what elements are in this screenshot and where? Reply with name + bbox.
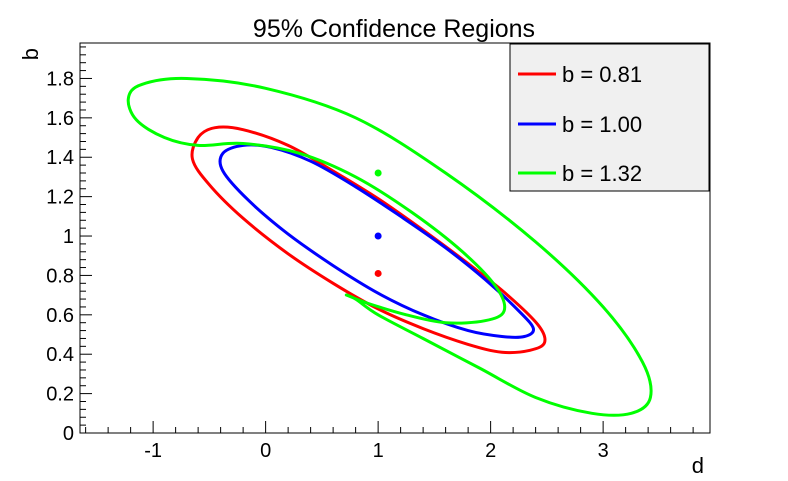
contour-curves bbox=[126, 76, 653, 417]
y-tick-label: 1.8 bbox=[46, 68, 74, 90]
y-tick-label: 1.6 bbox=[46, 108, 74, 130]
contour-series-2 bbox=[218, 143, 535, 339]
x-axis-label: d bbox=[692, 453, 704, 478]
x-tick-label: 3 bbox=[598, 440, 609, 462]
y-tick-label: 0.2 bbox=[46, 384, 74, 406]
contour-series-1 bbox=[190, 125, 547, 355]
legend: b = 0.81 b = 1.00 b = 1.32 bbox=[509, 43, 710, 192]
y-tick-label: 1 bbox=[63, 226, 74, 248]
y-tick-label: 0.8 bbox=[46, 265, 74, 287]
x-tick-label: 0 bbox=[260, 440, 271, 462]
plot-frame bbox=[79, 42, 711, 434]
legend-label-3: b = 1.32 bbox=[562, 161, 642, 186]
axis-ticks: -1 0 1 2 3 0 0.2 0.4 0.6 0.8 1 1.2 1.4 1.6 1.8 bbox=[46, 46, 694, 462]
best-fit-point-3 bbox=[374, 169, 382, 177]
x-tick-label: -1 bbox=[144, 440, 162, 462]
best-fit-point-2 bbox=[374, 232, 382, 240]
y-tick-label: 0 bbox=[63, 423, 74, 445]
chart-title: 95% Confidence Regions bbox=[253, 15, 535, 43]
legend-label-2: b = 1.00 bbox=[562, 112, 642, 137]
y-tick-label: 0.6 bbox=[46, 305, 74, 327]
legend-label-1: b = 0.81 bbox=[562, 62, 642, 87]
y-tick-label: 1.4 bbox=[46, 147, 74, 169]
legend-box bbox=[509, 43, 710, 192]
best-fit-point-1 bbox=[374, 269, 382, 277]
x-tick-label: 2 bbox=[485, 440, 496, 462]
x-tick-label: 1 bbox=[373, 440, 384, 462]
y-axis-label: b bbox=[18, 48, 43, 60]
best-fit-points bbox=[374, 169, 382, 277]
contour-series-3 bbox=[126, 76, 653, 417]
y-tick-label: 1.2 bbox=[46, 187, 74, 209]
y-tick-label: 0.4 bbox=[46, 344, 74, 366]
